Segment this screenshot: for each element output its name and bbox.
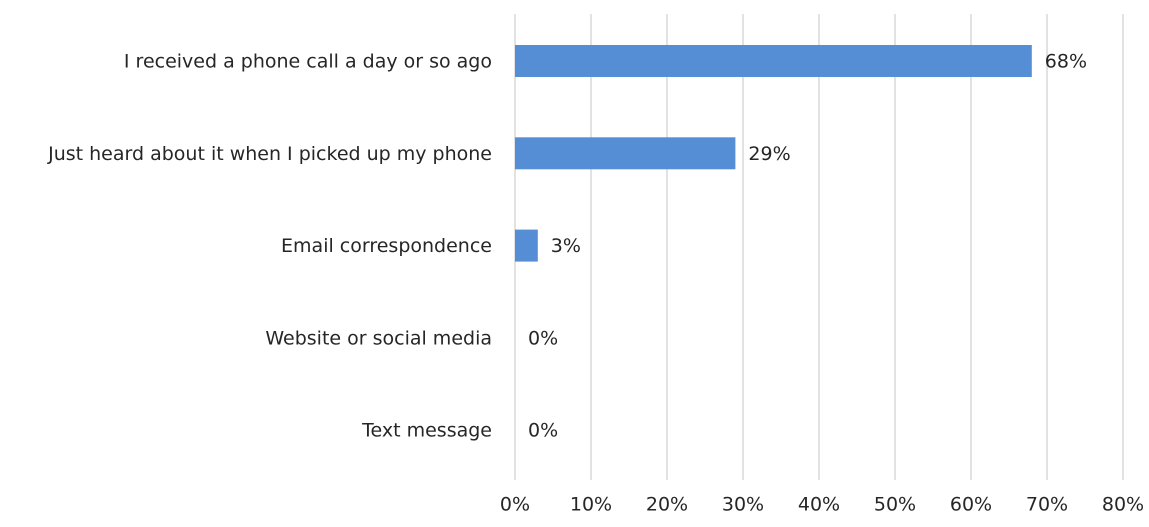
gridlines bbox=[514, 14, 1124, 480]
bars bbox=[515, 45, 1032, 262]
category-label: Email correspondence bbox=[281, 235, 492, 257]
x-tick-label: 60% bbox=[950, 494, 992, 516]
data-label: 0% bbox=[528, 327, 558, 349]
bar bbox=[515, 137, 736, 170]
bar bbox=[515, 229, 538, 262]
data-labels: 68% 29% 3% 0% 0% bbox=[528, 51, 1087, 442]
x-tick-label: 10% bbox=[570, 494, 612, 516]
category-label: Just heard about it when I picked up my … bbox=[47, 143, 492, 165]
data-label: 3% bbox=[551, 235, 581, 257]
category-labels: I received a phone call a day or so ago J… bbox=[47, 51, 492, 442]
x-tick-label: 80% bbox=[1102, 494, 1144, 516]
x-tick-label: 30% bbox=[722, 494, 764, 516]
x-tick-label: 70% bbox=[1026, 494, 1068, 516]
category-label: I received a phone call a day or so ago bbox=[124, 51, 492, 73]
bar bbox=[515, 45, 1032, 77]
x-axis-tick-labels: 0% 10% 20% 30% 40% 50% 60% 70% 80% bbox=[500, 494, 1144, 516]
x-tick-label: 20% bbox=[646, 494, 688, 516]
x-tick-label: 0% bbox=[500, 494, 530, 516]
data-label: 0% bbox=[528, 420, 558, 442]
category-label: Website or social media bbox=[265, 327, 492, 349]
data-label: 29% bbox=[748, 143, 790, 165]
data-label: 68% bbox=[1045, 51, 1087, 73]
x-tick-label: 40% bbox=[798, 494, 840, 516]
x-tick-label: 50% bbox=[874, 494, 916, 516]
category-label: Text message bbox=[361, 420, 492, 442]
